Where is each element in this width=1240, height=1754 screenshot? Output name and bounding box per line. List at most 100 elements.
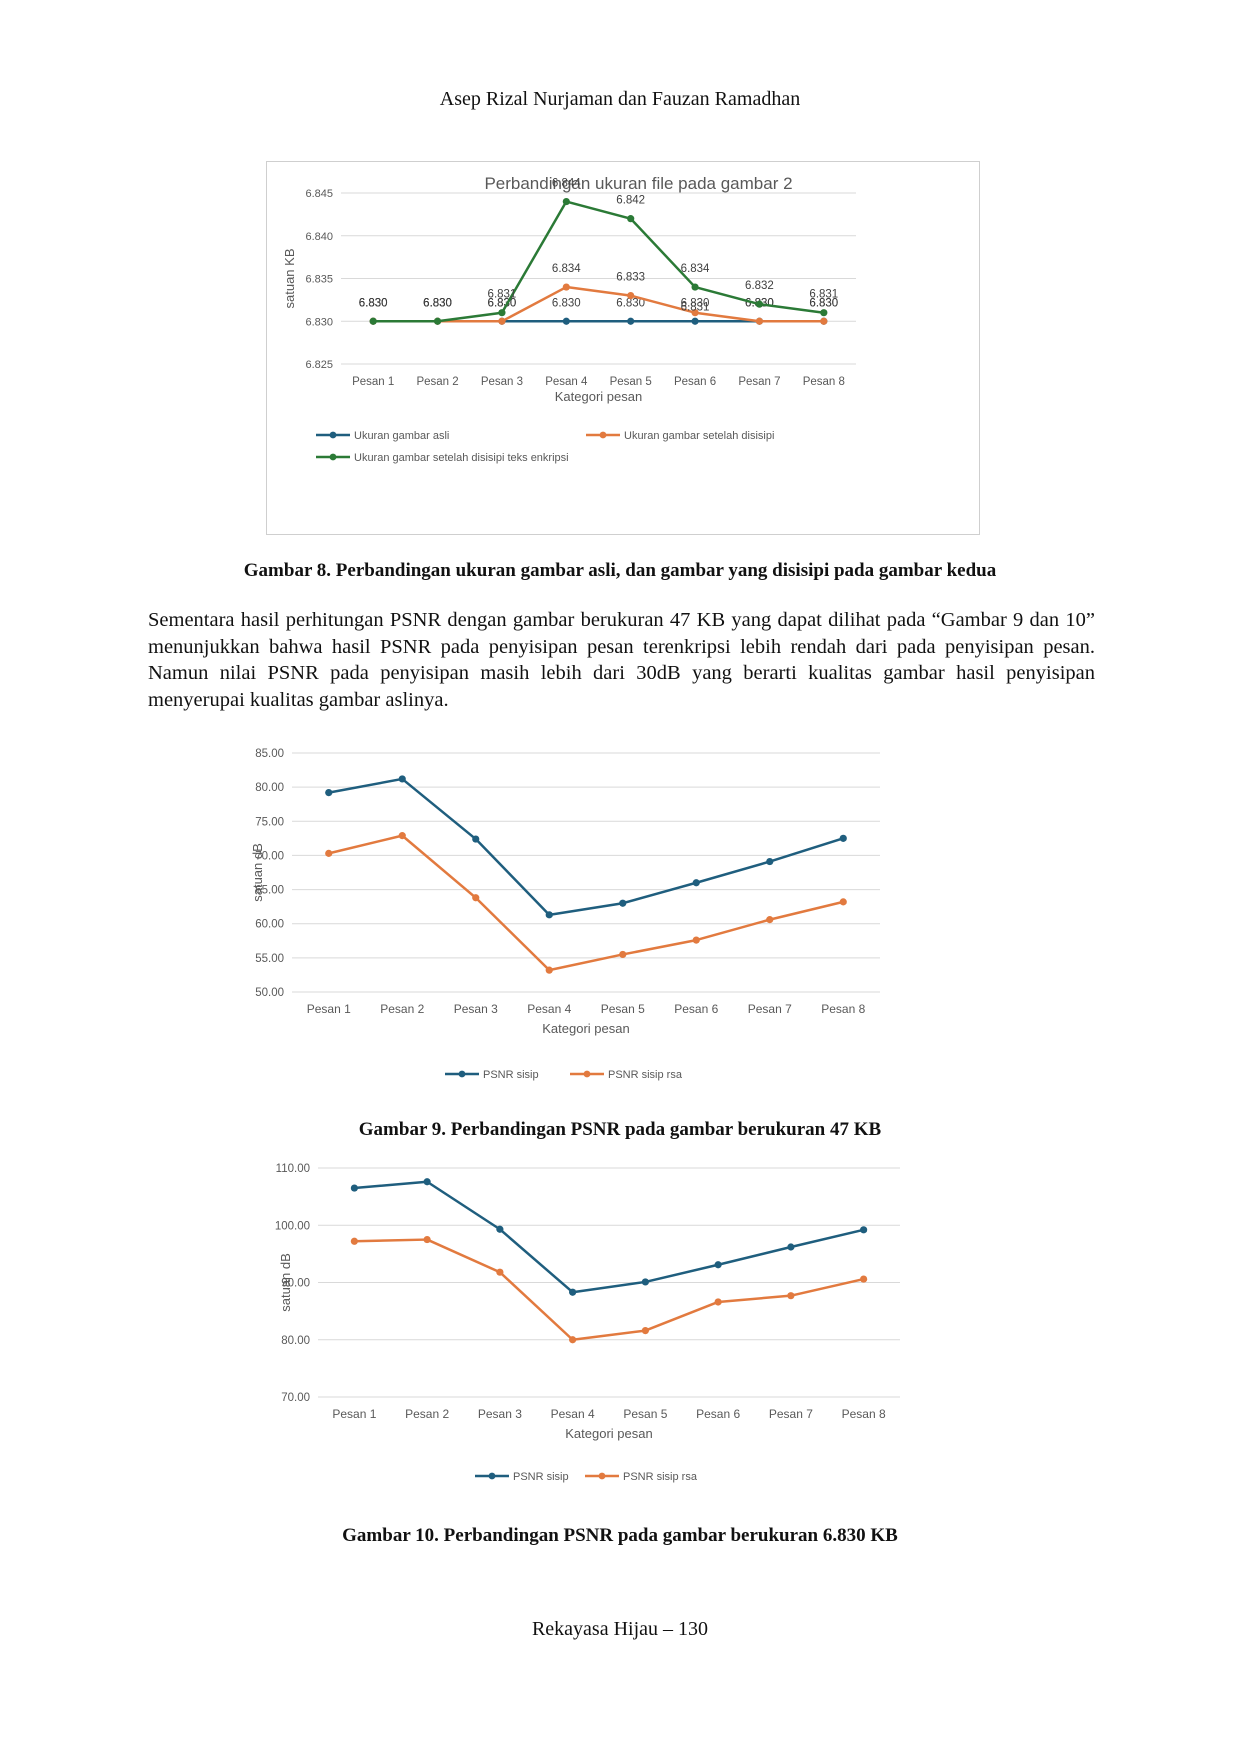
legend-marker <box>458 1070 466 1078</box>
data-point <box>627 292 635 300</box>
legend-entry: PSNR sisip rsa <box>608 1069 683 1081</box>
data-point <box>569 1288 577 1296</box>
data-point <box>619 950 627 959</box>
x-tick-label: Pesan 1 <box>352 376 394 388</box>
series-line-3 <box>373 200 824 323</box>
data-label: 6.830 <box>809 297 838 309</box>
data-point <box>755 317 764 325</box>
data-point <box>860 1275 868 1283</box>
y-tick-label: 55.00 <box>255 953 284 965</box>
chart-psnr-6830kb: 70.00 80.00 90.00 100.00 110.00 Pesan 1 Pesan … <box>275 1163 900 1483</box>
data-point <box>350 1237 358 1245</box>
legend-entry: Ukuran gambar setelah disisipi teks enkr… <box>354 452 569 464</box>
data-point <box>820 317 828 325</box>
chart-title: Perbandingan ukuran file pada gambar 2 <box>484 174 792 193</box>
page-footer: Rekayasa Hijau – 130 <box>531 1618 709 1640</box>
data-point <box>691 283 699 291</box>
data-point <box>839 834 847 842</box>
y-tick-label: 70.00 <box>255 850 284 862</box>
y-axis-title: satuan KB <box>282 249 297 309</box>
data-point <box>545 966 553 974</box>
x-tick-label: Pesan 4 <box>527 1002 571 1016</box>
data-point <box>423 1178 431 1186</box>
x-tick-label: Pesan 1 <box>307 1002 351 1016</box>
data-label: 6.830 <box>423 297 452 309</box>
data-label: 6.831 <box>681 302 710 314</box>
series-line-1 <box>328 777 844 917</box>
data-label: 6.842 <box>616 195 645 207</box>
x-tick-label: Pesan 2 <box>416 376 458 388</box>
legend-entry: PSNR sisip <box>483 1069 539 1081</box>
y-tick-label: 80.00 <box>255 782 284 794</box>
legend-marker <box>598 1472 606 1480</box>
legend-marker <box>583 1070 591 1078</box>
data-point <box>562 197 570 206</box>
data-point <box>498 317 506 325</box>
data-point <box>692 936 700 944</box>
y-tick-label: 50.00 <box>255 987 284 999</box>
data-point <box>562 283 570 291</box>
data-label: 6.830 <box>359 297 388 309</box>
data-point <box>787 1243 795 1251</box>
x-tick-label: Pesan 8 <box>842 1407 886 1421</box>
y-axis-title: satuan dB <box>250 843 265 902</box>
legend-marker <box>599 431 607 439</box>
figure-8-frame <box>266 161 980 535</box>
data-label: 6.830 <box>681 297 710 309</box>
data-point <box>820 309 828 317</box>
chart-psnr-47kb: 50.00 55.00 60.00 65.00 70.00 75.00 80.00 85.00… <box>250 748 880 1081</box>
data-label: 6.833 <box>616 272 645 284</box>
data-point <box>691 317 699 325</box>
data-label: 6.830 <box>552 297 581 309</box>
data-label: 6.834 <box>681 263 710 275</box>
data-point <box>714 1298 722 1306</box>
data-point <box>627 215 635 223</box>
series-line-1 <box>354 1180 864 1294</box>
x-tick-label: Pesan 5 <box>601 1002 645 1016</box>
x-tick-label: Pesan 3 <box>478 1407 522 1421</box>
y-tick-label: 75.00 <box>255 816 284 828</box>
figure-8-caption: Gambar 8. Perbandingan ukuran gambar asl… <box>243 560 997 581</box>
legend-marker <box>329 453 337 461</box>
data-point <box>766 857 774 866</box>
data-point <box>839 898 847 906</box>
y-tick-label: 6.840 <box>305 231 333 243</box>
data-point <box>496 1268 504 1276</box>
y-tick-label: 85.00 <box>255 748 284 760</box>
x-tick-label: Pesan 1 <box>332 1407 376 1421</box>
x-tick-label: Pesan 5 <box>610 376 652 388</box>
x-tick-label: Pesan 2 <box>405 1407 449 1421</box>
x-tick-label: Pesan 7 <box>748 1002 792 1016</box>
x-tick-label: Pesan 8 <box>803 376 845 388</box>
data-point <box>641 1278 649 1286</box>
data-point <box>787 1292 795 1300</box>
data-point <box>691 309 699 317</box>
data-label: 6.831 <box>809 289 838 301</box>
legend-entry: PSNR sisip <box>513 1471 569 1483</box>
data-point <box>398 832 406 840</box>
data-point <box>496 1225 504 1233</box>
series-line-2 <box>328 834 844 972</box>
data-label: 6.830 <box>359 297 388 309</box>
data-label: 6.831 <box>488 289 517 301</box>
data-label: 6.844 <box>552 178 581 190</box>
legend-marker <box>329 431 337 439</box>
data-point <box>766 916 774 924</box>
x-tick-label: Pesan 4 <box>545 376 588 388</box>
data-label: 6.830 <box>809 297 838 309</box>
y-tick-label: 70.00 <box>281 1392 310 1404</box>
data-label: 6.834 <box>552 263 581 275</box>
data-point <box>714 1261 722 1269</box>
data-point <box>627 317 635 325</box>
y-tick-label: 6.845 <box>305 188 333 200</box>
data-label: 6.830 <box>359 297 388 309</box>
x-tick-label: Pesan 2 <box>380 1002 424 1016</box>
figure-10-caption: Gambar 10. Perbandingan PSNR pada gambar… <box>342 1525 898 1546</box>
y-tick-label: 65.00 <box>255 885 284 897</box>
x-tick-label: Pesan 8 <box>821 1002 865 1016</box>
data-point <box>433 317 442 325</box>
series-line-2 <box>354 1238 864 1341</box>
series-line-2 <box>373 285 824 323</box>
running-header: Asep Rizal Nurjaman dan Fauzan Ramadhan <box>439 88 801 110</box>
legend-marker <box>488 1472 496 1480</box>
